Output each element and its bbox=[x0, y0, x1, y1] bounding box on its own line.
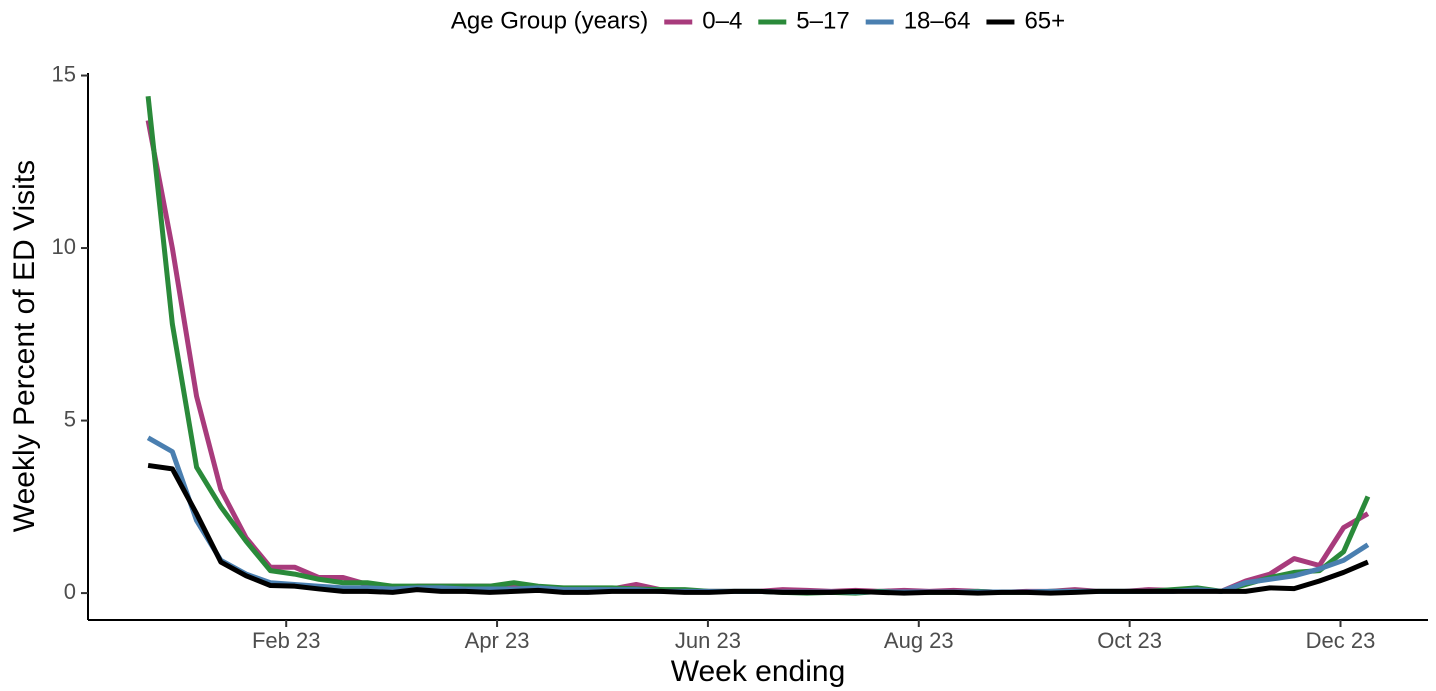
y-tick-label: 0 bbox=[64, 579, 76, 604]
x-tick-label: Jun 23 bbox=[675, 628, 741, 653]
y-tick-label: 5 bbox=[64, 406, 76, 431]
legend-label: 65+ bbox=[1024, 7, 1065, 34]
y-tick-label: 15 bbox=[52, 61, 76, 86]
y-axis-title: Weekly Percent of ED Visits bbox=[8, 160, 41, 532]
x-tick-label: Oct 23 bbox=[1097, 628, 1162, 653]
y-tick-label: 10 bbox=[52, 234, 76, 259]
x-tick-label: Aug 23 bbox=[884, 628, 954, 653]
x-axis-title: Week ending bbox=[671, 655, 846, 688]
series-line bbox=[145, 119, 1370, 595]
series-line bbox=[146, 435, 1370, 595]
x-tick-label: Dec 23 bbox=[1306, 628, 1376, 653]
legend-label: 5–17 bbox=[796, 7, 849, 34]
legend-label: 18–64 bbox=[904, 7, 971, 34]
x-tick-label: Feb 23 bbox=[252, 628, 321, 653]
legend-title: Age Group (years) bbox=[451, 7, 648, 34]
legend: Age Group (years) 0–4 5–17 18–64 65+ bbox=[451, 7, 1065, 34]
series-line bbox=[145, 95, 1371, 596]
legend-label: 0–4 bbox=[702, 7, 742, 34]
x-tick-label: Apr 23 bbox=[465, 628, 530, 653]
series-line bbox=[147, 462, 1369, 596]
